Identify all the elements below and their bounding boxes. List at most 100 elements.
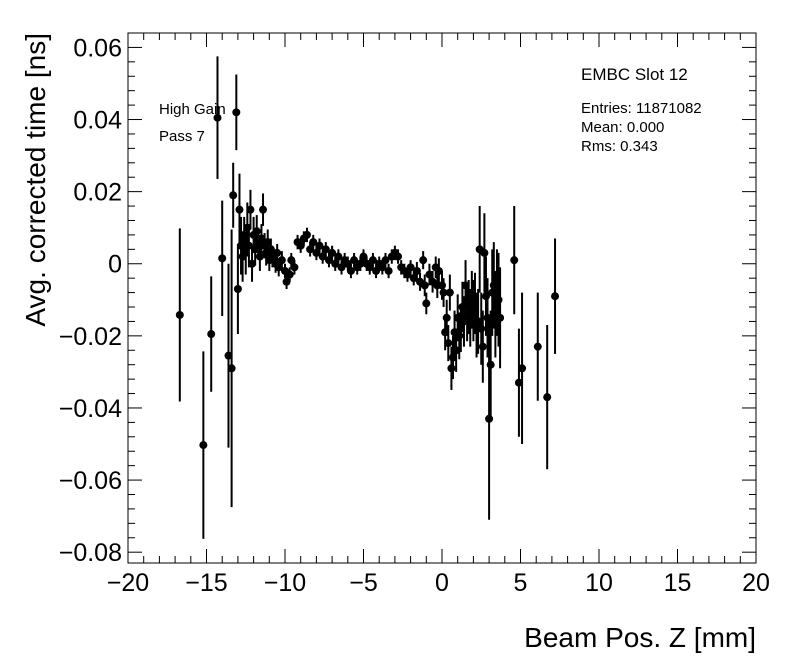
data-point bbox=[282, 277, 291, 286]
data-point bbox=[543, 393, 552, 402]
data-point bbox=[419, 256, 428, 265]
data-point bbox=[459, 317, 468, 326]
data-point bbox=[175, 310, 184, 319]
data-point bbox=[273, 248, 282, 257]
data-point bbox=[207, 330, 216, 339]
x-tick-label: 10 bbox=[585, 569, 613, 597]
x-tick-label: 0 bbox=[435, 569, 449, 597]
data-point bbox=[350, 256, 359, 265]
data-point bbox=[259, 205, 268, 214]
data-point bbox=[199, 441, 208, 450]
data-point bbox=[331, 259, 340, 268]
x-tick-label: 15 bbox=[664, 569, 692, 597]
data-point bbox=[477, 324, 486, 333]
data-point bbox=[455, 331, 464, 340]
data-point bbox=[422, 299, 431, 308]
data-point bbox=[312, 248, 321, 257]
stats-title: EMBC Slot 12 bbox=[581, 65, 688, 84]
data-point bbox=[372, 266, 381, 275]
data-series bbox=[175, 56, 560, 539]
x-tick-label: 5 bbox=[514, 569, 528, 597]
data-point bbox=[439, 288, 448, 297]
annotation-gain: High Gain bbox=[159, 101, 226, 118]
data-point bbox=[384, 266, 393, 275]
data-point bbox=[365, 263, 374, 272]
data-point bbox=[381, 256, 390, 265]
data-point bbox=[425, 270, 434, 279]
data-point bbox=[518, 364, 527, 373]
y-axis-title: Avg. corrected time [ns] bbox=[20, 33, 51, 327]
data-point bbox=[378, 263, 387, 272]
data-point bbox=[356, 259, 365, 268]
annotation-pass: Pass 7 bbox=[159, 128, 205, 145]
data-point bbox=[296, 241, 305, 250]
y-tick-label: −0.06 bbox=[59, 467, 122, 495]
x-tick-label: 20 bbox=[742, 569, 770, 597]
data-point bbox=[444, 339, 453, 348]
data-point bbox=[257, 234, 266, 243]
data-point bbox=[448, 353, 457, 362]
x-tick-label: −10 bbox=[264, 569, 306, 597]
data-point bbox=[321, 245, 330, 254]
y-tick-label: −0.08 bbox=[59, 539, 122, 567]
data-point bbox=[328, 248, 337, 257]
data-point bbox=[485, 414, 494, 423]
data-point bbox=[409, 274, 418, 283]
data-point bbox=[334, 252, 343, 261]
data-point bbox=[533, 342, 542, 351]
data-point bbox=[406, 263, 415, 272]
x-axis-title: Beam Pos. Z [mm] bbox=[524, 622, 756, 653]
data-point bbox=[494, 295, 503, 304]
data-point bbox=[232, 108, 241, 117]
data-point bbox=[263, 238, 272, 247]
data-point bbox=[394, 252, 403, 261]
data-point bbox=[551, 292, 560, 301]
data-point bbox=[244, 241, 253, 250]
data-point bbox=[412, 266, 421, 275]
data-point bbox=[255, 252, 264, 261]
data-point bbox=[306, 245, 315, 254]
y-tick-label: 0.02 bbox=[73, 179, 122, 207]
data-point bbox=[252, 227, 261, 236]
data-point bbox=[478, 342, 487, 351]
data-point bbox=[302, 230, 311, 239]
data-point bbox=[510, 256, 519, 265]
data-point bbox=[442, 313, 451, 322]
data-point bbox=[315, 241, 324, 250]
data-point bbox=[514, 378, 523, 387]
x-tick-label: −20 bbox=[107, 569, 149, 597]
data-point bbox=[480, 248, 489, 257]
data-point bbox=[290, 263, 299, 272]
data-point bbox=[324, 256, 333, 265]
data-point bbox=[445, 288, 454, 297]
data-point bbox=[420, 281, 429, 290]
y-tick-label: 0.04 bbox=[73, 107, 122, 135]
data-point bbox=[474, 317, 483, 326]
x-tick-label: −5 bbox=[349, 569, 378, 597]
data-point bbox=[359, 252, 368, 261]
data-point bbox=[337, 263, 346, 272]
data-point bbox=[287, 256, 296, 265]
data-point bbox=[368, 256, 377, 265]
data-point bbox=[318, 252, 327, 261]
data-point bbox=[403, 270, 412, 279]
data-point bbox=[229, 191, 238, 200]
y-tick-label: 0.06 bbox=[73, 34, 122, 62]
data-point bbox=[447, 364, 456, 373]
data-point bbox=[235, 205, 244, 214]
y-tick-label: −0.02 bbox=[59, 323, 122, 351]
stats-entries: Entries: 11871082 bbox=[581, 100, 702, 117]
data-point bbox=[224, 351, 233, 360]
data-point bbox=[213, 113, 222, 122]
data-point bbox=[343, 259, 352, 268]
data-point bbox=[496, 313, 505, 322]
y-tick-label: 0 bbox=[108, 251, 122, 279]
data-point bbox=[452, 346, 461, 355]
data-point bbox=[486, 360, 495, 369]
data-point bbox=[285, 270, 294, 279]
data-point bbox=[274, 263, 283, 272]
data-point bbox=[434, 266, 443, 275]
x-tick-label: −15 bbox=[185, 569, 227, 597]
data-point bbox=[218, 254, 227, 263]
